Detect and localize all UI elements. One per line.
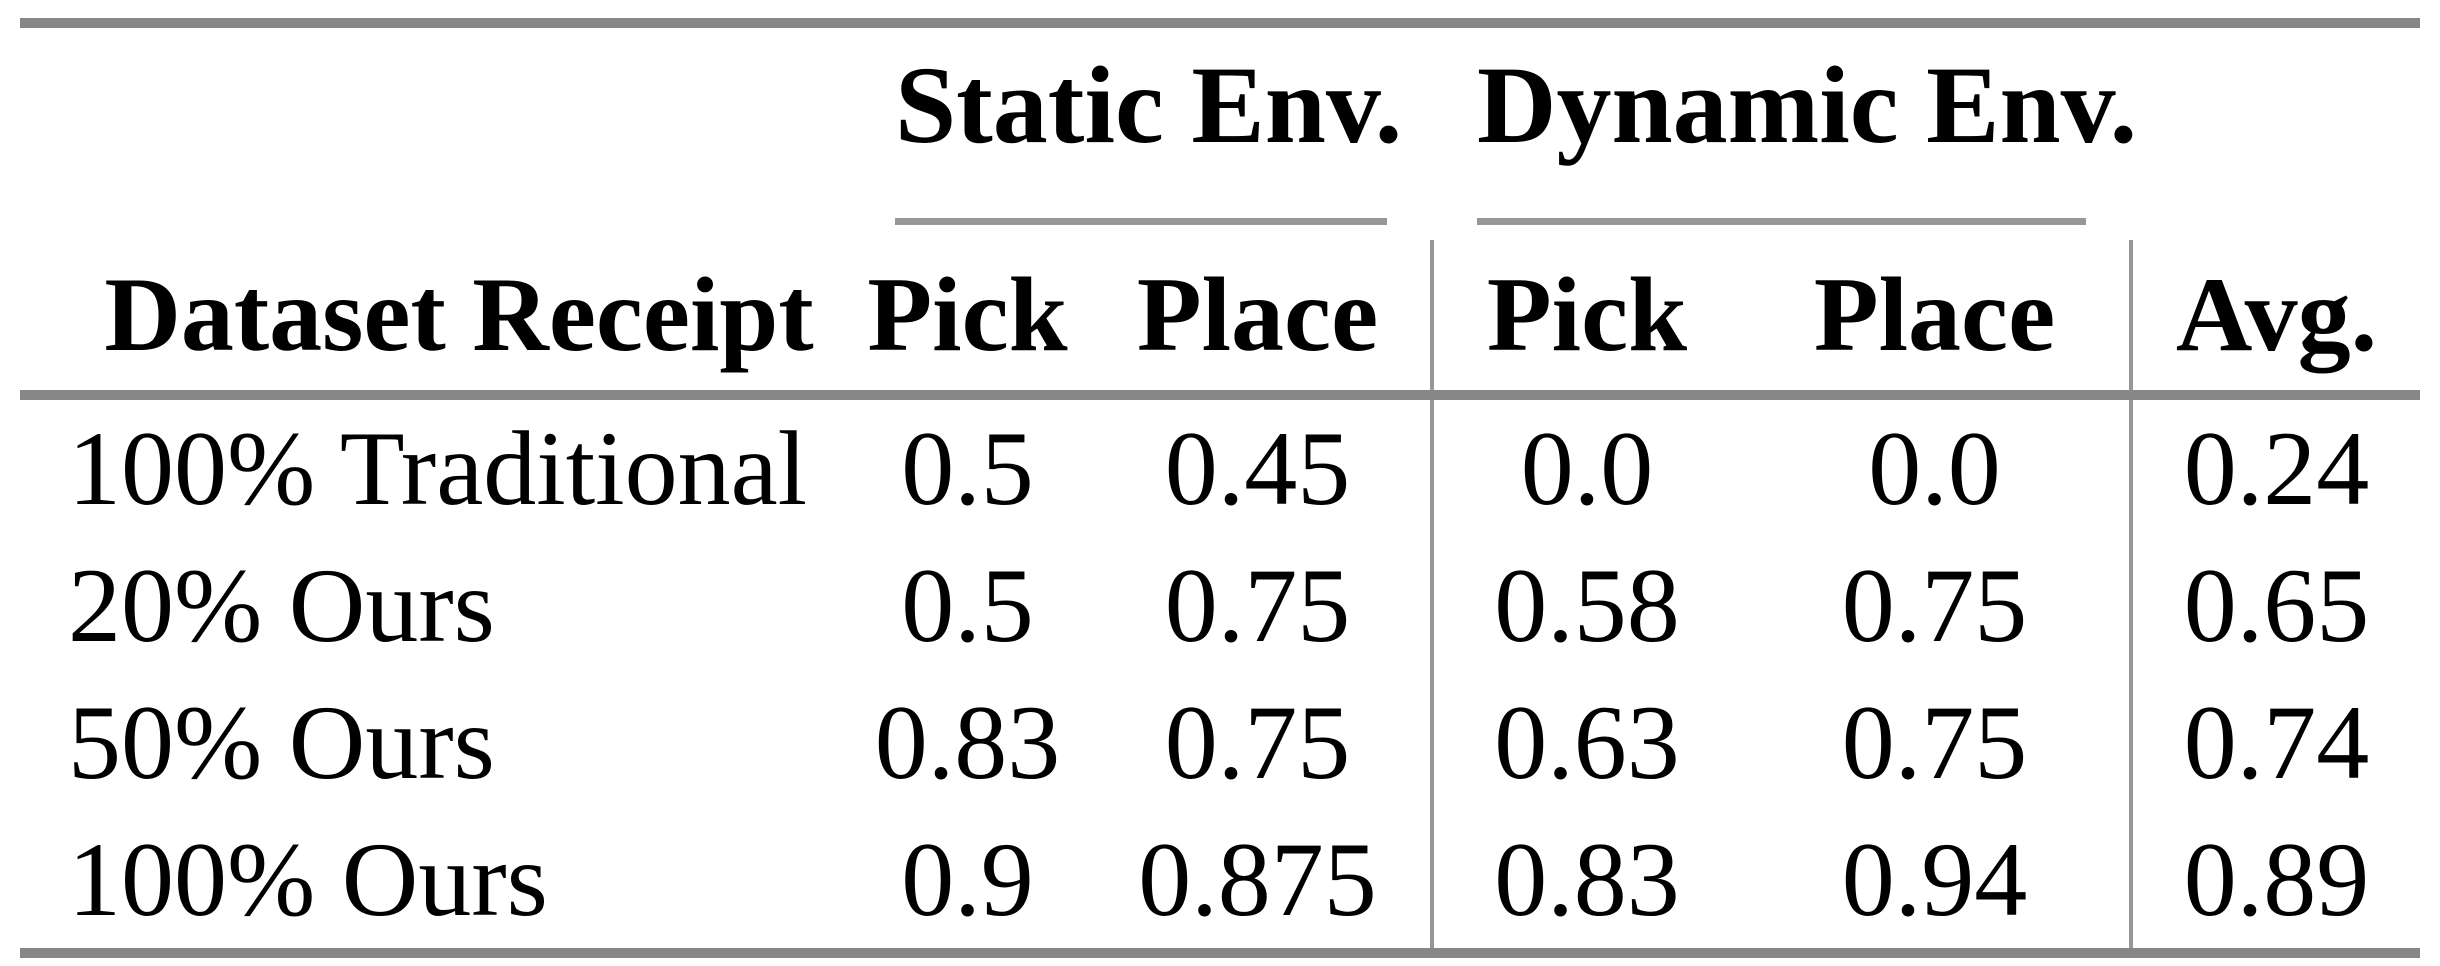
cell-dynamic-pick: 0.58 <box>1430 537 1740 674</box>
cell-static-pick: 0.83 <box>874 683 1061 801</box>
cell-static-place: 0.45 <box>1164 409 1351 527</box>
table-row: 100% Ours 0.9 0.875 0.83 0.94 0.89 <box>20 811 2421 958</box>
table-row: 20% Ours 0.5 0.75 0.58 0.75 0.65 <box>20 537 2421 674</box>
group-header-row: Static Env. Dynamic Env. <box>20 23 2420 240</box>
table-row: 100% Traditional 0.5 0.45 0.0 0.0 0.24 <box>20 395 2421 537</box>
cell-dynamic-pick: 0.63 <box>1430 674 1740 811</box>
column-header-row: Dataset Receipt Pick Place Pick Place Av… <box>20 240 2421 400</box>
spacer-cell <box>2131 23 2420 240</box>
column-header-dataset-receipt: Dataset Receipt <box>20 240 850 400</box>
row-label: 100% Traditional <box>68 409 808 527</box>
cell-avg: 0.24 <box>2129 395 2421 537</box>
table-row: 50% Ours 0.83 0.75 0.63 0.75 0.74 <box>20 674 2421 811</box>
cell-static-place: 0.875 <box>1085 811 1432 958</box>
cell-static-pick: 0.5 <box>901 546 1034 664</box>
cell-static-place: 0.75 <box>1164 683 1351 801</box>
column-header-dynamic-place: Place <box>1740 240 2132 400</box>
cell-dynamic-pick: 0.0 <box>1430 395 1740 537</box>
group-header-static-label: Static Env. <box>895 50 1402 225</box>
cell-static-place: 0.75 <box>1164 546 1351 664</box>
cell-static-pick: 0.9 <box>850 811 1085 958</box>
group-header-dynamic: Dynamic Env. <box>1432 23 2137 240</box>
cell-static-pick: 0.5 <box>901 409 1034 527</box>
cell-avg: 0.65 <box>2129 537 2421 674</box>
column-header-avg: Avg. <box>2129 240 2421 400</box>
results-table: Static Env. Dynamic Env. Dataset Receipt… <box>20 18 2421 958</box>
cell-dynamic-place: 0.75 <box>1841 546 2028 664</box>
cell-dynamic-place: 0.0 <box>1868 409 2001 527</box>
cell-avg: 0.89 <box>2129 811 2421 958</box>
row-label: 50% Ours <box>68 683 495 801</box>
group-header-static: Static Env. <box>850 23 1432 240</box>
column-header-dynamic-pick: Pick <box>1430 240 1740 400</box>
cell-dynamic-place: 0.94 <box>1740 811 2132 958</box>
cell-dynamic-place: 0.75 <box>1841 683 2028 801</box>
spacer-cell <box>20 23 850 240</box>
cell-avg: 0.74 <box>2129 674 2421 811</box>
row-label: 20% Ours <box>68 546 495 664</box>
cell-dynamic-pick: 0.83 <box>1430 811 1740 958</box>
group-header-dynamic-label: Dynamic Env. <box>1477 50 2137 225</box>
column-header-static-place: Place <box>1085 240 1432 400</box>
row-label: 100% Ours <box>20 811 850 958</box>
column-header-static-pick: Pick <box>850 240 1085 400</box>
